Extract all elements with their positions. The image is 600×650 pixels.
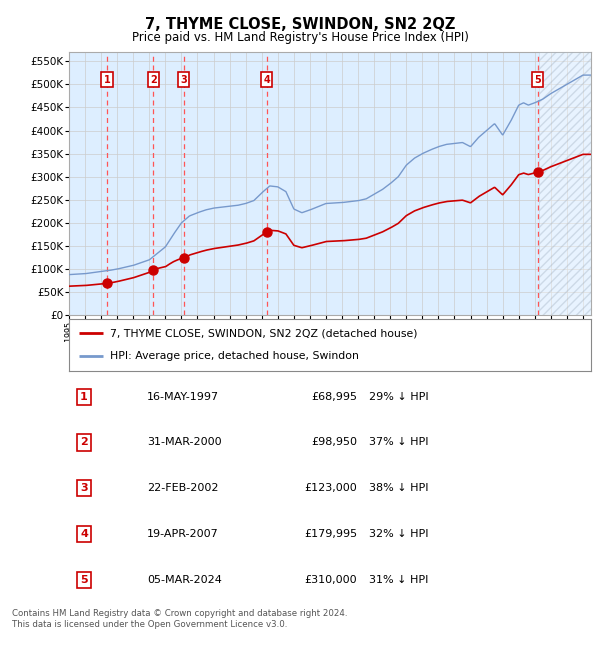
Text: 7, THYME CLOSE, SWINDON, SN2 2QZ (detached house): 7, THYME CLOSE, SWINDON, SN2 2QZ (detach… <box>110 328 417 338</box>
Text: 16-MAY-1997: 16-MAY-1997 <box>147 392 219 402</box>
Text: £98,950: £98,950 <box>311 437 357 447</box>
Text: 32% ↓ HPI: 32% ↓ HPI <box>369 529 428 539</box>
Text: 38% ↓ HPI: 38% ↓ HPI <box>369 483 428 493</box>
Text: 22-FEB-2002: 22-FEB-2002 <box>147 483 218 493</box>
Text: 5: 5 <box>80 575 88 584</box>
Text: 7, THYME CLOSE, SWINDON, SN2 2QZ: 7, THYME CLOSE, SWINDON, SN2 2QZ <box>145 16 455 32</box>
Text: 2: 2 <box>80 437 88 447</box>
Text: 31% ↓ HPI: 31% ↓ HPI <box>369 575 428 584</box>
Text: 05-MAR-2024: 05-MAR-2024 <box>147 575 222 584</box>
Text: 5: 5 <box>534 75 541 84</box>
Text: 19-APR-2007: 19-APR-2007 <box>147 529 219 539</box>
Text: 1: 1 <box>104 75 110 84</box>
Text: 29% ↓ HPI: 29% ↓ HPI <box>369 392 428 402</box>
Text: 1: 1 <box>80 392 88 402</box>
Bar <box>539 52 591 315</box>
Text: 3: 3 <box>181 75 187 84</box>
Text: Contains HM Land Registry data © Crown copyright and database right 2024.: Contains HM Land Registry data © Crown c… <box>12 609 347 618</box>
Text: 2: 2 <box>150 75 157 84</box>
Text: HPI: Average price, detached house, Swindon: HPI: Average price, detached house, Swin… <box>110 351 359 361</box>
Text: 3: 3 <box>80 483 88 493</box>
Text: This data is licensed under the Open Government Licence v3.0.: This data is licensed under the Open Gov… <box>12 620 287 629</box>
Text: 37% ↓ HPI: 37% ↓ HPI <box>369 437 428 447</box>
Text: 4: 4 <box>80 529 88 539</box>
Text: £68,995: £68,995 <box>311 392 357 402</box>
Text: £310,000: £310,000 <box>304 575 357 584</box>
Text: Price paid vs. HM Land Registry's House Price Index (HPI): Price paid vs. HM Land Registry's House … <box>131 31 469 44</box>
Text: £179,995: £179,995 <box>304 529 357 539</box>
Text: 31-MAR-2000: 31-MAR-2000 <box>147 437 221 447</box>
Text: 4: 4 <box>263 75 270 84</box>
Text: £123,000: £123,000 <box>304 483 357 493</box>
